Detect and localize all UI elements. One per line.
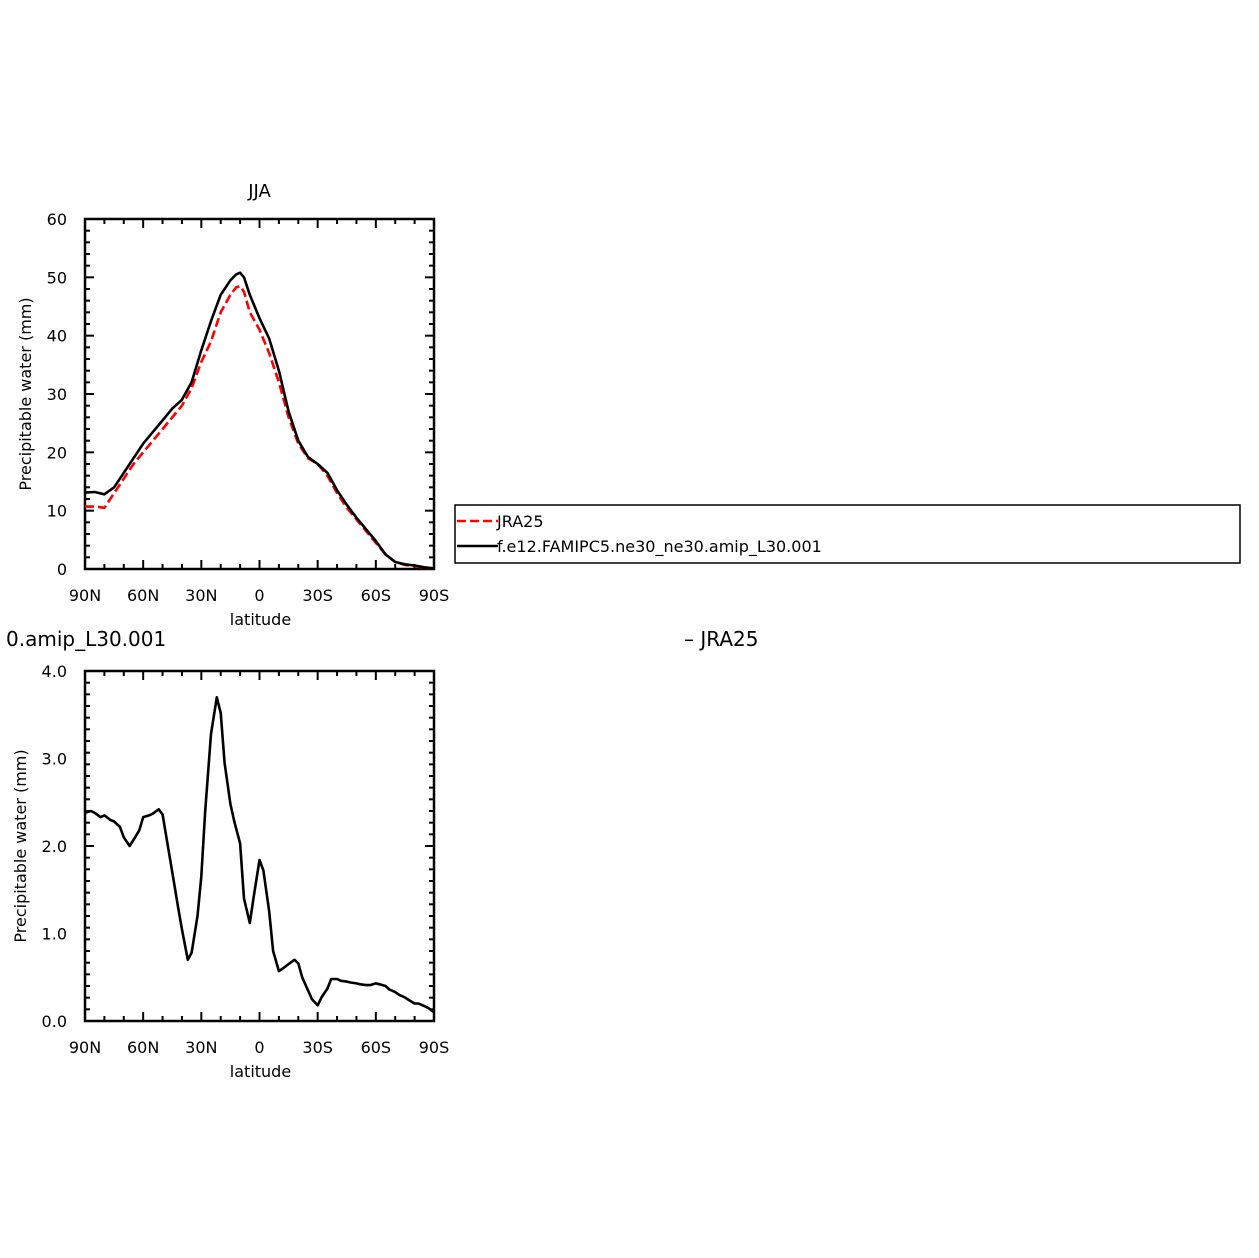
- plot-frame: [83, 669, 436, 1023]
- x-tick-label: 60S: [361, 586, 392, 605]
- y-tick-label: 0: [57, 560, 67, 579]
- y-tick-label: 60: [47, 210, 67, 229]
- y-tick-label: 30: [47, 385, 67, 404]
- x-tick-label: 60S: [361, 1038, 392, 1057]
- chart-title: JJA: [247, 181, 271, 202]
- legend-entry-label: JRA25: [496, 512, 544, 531]
- y-tick-label: 2.0: [42, 837, 67, 856]
- x-tick-label: 0: [254, 586, 264, 605]
- x-tick-label: 90N: [69, 1038, 101, 1057]
- x-tick-label: 90S: [419, 1038, 450, 1057]
- series-line-0: [84, 695, 435, 1014]
- x-tick-label: 30N: [185, 1038, 217, 1057]
- legend: JRA25 f.e12.FAMIPC5.ne30_ne30.amip_L30.00…: [454, 504, 1241, 564]
- chart-title-left-fragment: 0.amip_L30.001: [6, 627, 166, 651]
- x-tick-label: 90N: [69, 586, 101, 605]
- panel-top: 90N 60N 30N 0 30S 60S 90S 0 10 20 30 40 50 60 latitude…: [16, 181, 449, 629]
- y-tick-label: 3.0: [42, 750, 67, 769]
- y-tick-label: 0.0: [42, 1012, 67, 1031]
- x-tick-label: 30S: [302, 586, 333, 605]
- y-axis-label: Precipitable water (mm): [11, 749, 30, 942]
- x-tick-label: 0: [254, 1038, 264, 1057]
- legend-box: [454, 504, 1241, 564]
- y-tick-label: 50: [47, 268, 67, 287]
- chart-title-right-fragment: – JRA25: [684, 627, 758, 651]
- panel-bottom: 90N 60N 30N 0 30S 60S 90S 0.0 1.0 2.0 3.0 4.0 latitu…: [6, 627, 758, 1081]
- y-tick-label: 10: [47, 502, 67, 521]
- x-axis-label: latitude: [230, 610, 291, 629]
- plot-frame: [83, 217, 436, 571]
- x-axis-label: latitude: [230, 1062, 291, 1081]
- x-tick-label: 60N: [127, 586, 159, 605]
- x-tick-label: 30S: [302, 1038, 333, 1057]
- y-tick-label: 20: [47, 443, 67, 462]
- y-tick-label: 4.0: [42, 662, 67, 681]
- y-axis-label: Precipitable water (mm): [16, 297, 35, 490]
- series-line-1: [84, 271, 435, 570]
- x-tick-label: 60N: [127, 1038, 159, 1057]
- x-tick-label: 30N: [185, 586, 217, 605]
- y-tick-label: 40: [47, 327, 67, 346]
- legend-entry-label: f.e12.FAMIPC5.ne30_ne30.amip_L30.001: [497, 537, 822, 557]
- x-tick-label: 90S: [419, 586, 450, 605]
- y-tick-label: 1.0: [42, 925, 67, 944]
- series-line-0: [85, 284, 435, 570]
